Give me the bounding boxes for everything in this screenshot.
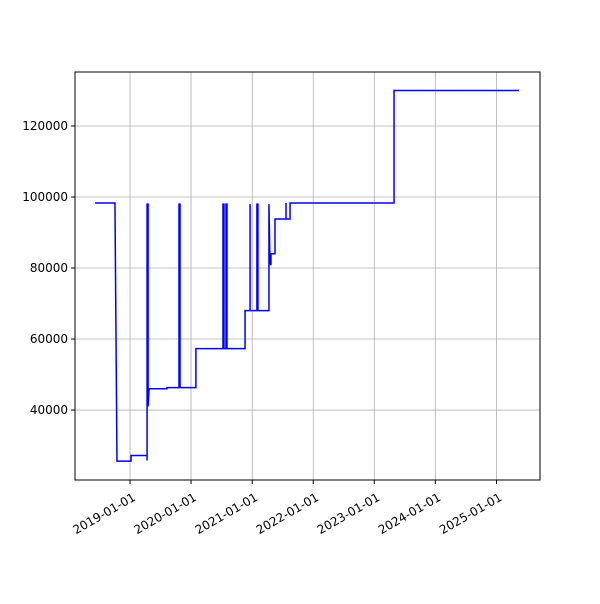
y-tick-label: 60000 <box>30 332 68 346</box>
x-tick-label: 2020-01-01 <box>132 490 199 537</box>
x-tick-label: 2024-01-01 <box>376 490 443 537</box>
x-tick-label: 2025-01-01 <box>437 490 504 537</box>
x-tick-label: 2023-01-01 <box>315 490 382 537</box>
x-tick-label: 2022-01-01 <box>254 490 321 537</box>
plot-frame <box>74 71 541 481</box>
y-tick-label: 80000 <box>30 261 68 275</box>
data-line <box>95 89 519 462</box>
y-tick-label: 100000 <box>22 190 68 204</box>
y-tick-label: 120000 <box>22 119 68 133</box>
x-tick-label: 2021-01-01 <box>193 490 260 537</box>
y-tick-label: 40000 <box>30 403 68 417</box>
x-tick-label: 2019-01-01 <box>71 490 138 537</box>
